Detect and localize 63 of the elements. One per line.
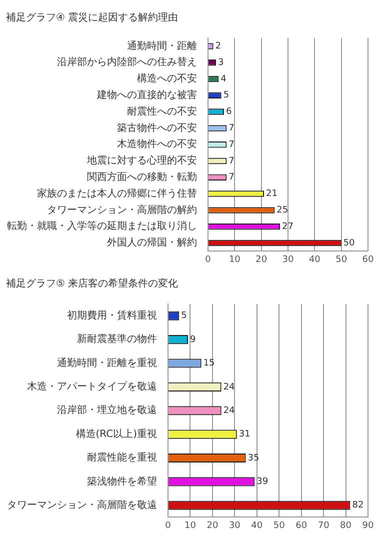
y-tick-label: 地震に対する心理的不安 [86,154,197,167]
x-tick-label: 80 [340,520,352,531]
y-tick-label: 築古物件への不安 [117,122,197,134]
x-tick-label: 0 [205,254,212,265]
data-label: 21 [266,189,278,200]
y-tick-label: 築浅物件を希望 [87,475,157,488]
data-label: 35 [248,453,260,464]
data-label: 5 [181,311,187,322]
data-label: 24 [223,382,236,392]
y-tick-label: タワーマンション・高層階の解約 [47,204,197,216]
data-label: 31 [238,430,250,440]
y-tick-label: 構造(RC以上)重視 [76,428,157,440]
data-label: 50 [343,238,356,248]
x-tick-label: 50 [336,254,348,265]
data-label: 39 [256,477,268,488]
x-tick-label: 30 [282,254,294,265]
x-tick-label: 90 [362,520,374,531]
x-tick-label: 60 [296,520,308,531]
x-tick-label: 20 [206,520,218,531]
data-label: 7 [228,156,234,166]
y-tick-label: 耐震性への不安 [127,105,197,118]
data-label: 5 [223,90,230,101]
data-label: 9 [190,334,196,345]
y-tick-label: 建物への直接的な被害 [96,88,197,101]
x-tick-label: 70 [318,520,330,531]
y-tick-label: 耐震性能を重視 [87,452,157,464]
data-label: 7 [228,124,234,134]
y-tick-label: 沿岸部から内陸部への住み替え [57,56,197,68]
y-tick-label: 構造への不安 [137,72,197,85]
data-label: 7 [228,172,234,183]
y-tick-label: 通勤時間・距離 [127,40,197,52]
data-label: 3 [218,58,224,68]
data-label: 24 [223,406,236,416]
y-tick-label: 木造物件への不安 [117,138,197,150]
x-tick-label: 20 [256,254,268,265]
data-label: 15 [203,358,215,369]
chart-title: 補足グラフ⑤ 来店客の希望条件の変化 [6,278,178,290]
y-tick-label: 転勤・就職・入学等の延期または取り消し [7,220,197,232]
x-tick-label: 10 [184,520,196,531]
x-tick-label: 10 [228,254,241,265]
y-tick-label: タワーマンション・高層階を敬遠 [7,498,157,511]
text: 補足グラフ④ 震災に起因する解約理由 [6,12,178,24]
data-label: 82 [352,500,364,511]
x-tick-label: 30 [228,520,241,531]
data-label: 6 [226,107,232,118]
data-label: 2 [215,42,222,52]
y-tick-label: 木造・アパートタイプを敬遠 [27,380,157,393]
y-tick-label: 沿岸部・埋立地を敬遠 [57,404,157,416]
y-tick-label: 通勤時間・距離を重視 [57,356,157,369]
data-label: 25 [276,206,288,216]
x-tick-label: 40 [308,254,321,265]
data-label: 27 [282,222,294,232]
y-tick-label: 新耐震基準の物件 [77,333,157,346]
x-tick-label: 60 [362,254,374,265]
y-tick-label: 初期費用・賃料重視 [67,309,157,322]
x-tick-label: 50 [273,520,286,531]
data-label: 7 [228,140,234,150]
data-label: 4 [220,74,227,84]
y-tick-label: 家族のまたは本人の帰郷に伴う住替 [37,187,197,200]
y-tick-label: 外国人の帰国・解約 [107,236,197,249]
x-tick-label: 0 [165,520,172,531]
y-tick-label: 関西方面への移動・転勤 [87,170,197,183]
x-tick-label: 40 [251,520,263,531]
